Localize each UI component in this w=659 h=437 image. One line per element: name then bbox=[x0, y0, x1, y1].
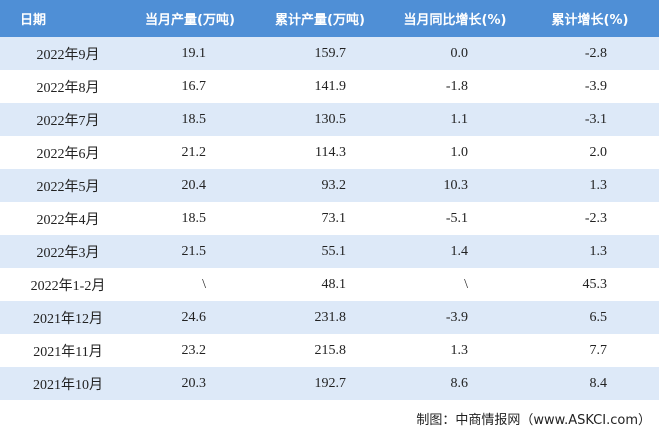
value-cell: -1.8 bbox=[445, 78, 468, 94]
date-cell: 2021年11月 bbox=[33, 344, 103, 360]
value-cell: 114.3 bbox=[315, 144, 346, 160]
value-cell: -3.9 bbox=[445, 309, 468, 325]
value-cell: 48.1 bbox=[321, 276, 347, 292]
table-row: 2022年7月 18.5 130.5 1.1 -3.1 bbox=[0, 103, 659, 136]
value-cell: 159.7 bbox=[314, 45, 347, 61]
table-row: 2021年11月 23.2 215.8 1.3 7.7 bbox=[0, 334, 659, 367]
value-cell: 7.7 bbox=[589, 342, 608, 358]
value-cell: 45.3 bbox=[582, 276, 608, 292]
date-cell: 2022年4月 bbox=[36, 212, 100, 228]
value-cell: 20.3 bbox=[181, 375, 207, 391]
date-cell: 2021年10月 bbox=[33, 377, 103, 393]
value-cell: \ bbox=[202, 276, 206, 292]
table-row: 2022年5月 20.4 93.2 10.3 1.3 bbox=[0, 169, 659, 202]
table-row: 2022年1-2月 \ 48.1 \ 45.3 bbox=[0, 268, 659, 301]
value-cell: -3.9 bbox=[584, 78, 607, 94]
value-cell: 24.6 bbox=[181, 309, 207, 325]
value-cell: 93.2 bbox=[321, 177, 347, 193]
value-cell: 192.7 bbox=[314, 375, 347, 391]
value-cell: 21.2 bbox=[181, 144, 207, 160]
table-row: 2022年3月 21.5 55.1 1.4 1.3 bbox=[0, 235, 659, 268]
header-cell: 累计增长(%) bbox=[551, 13, 629, 28]
value-cell: 1.0 bbox=[450, 144, 469, 160]
value-cell: 1.3 bbox=[589, 177, 608, 193]
value-cell: 21.5 bbox=[181, 243, 207, 259]
header-cell: 当月同比增长(%) bbox=[403, 13, 507, 28]
value-cell: 1.1 bbox=[450, 111, 469, 127]
header-cell: 当月产量(万吨) bbox=[145, 13, 235, 28]
value-cell: 18.5 bbox=[181, 210, 207, 226]
value-cell: 1.4 bbox=[450, 243, 469, 259]
value-cell: 0.0 bbox=[450, 45, 469, 61]
date-cell: 2022年7月 bbox=[36, 113, 100, 129]
value-cell: -3.1 bbox=[584, 111, 607, 127]
table-row: 2022年6月 21.2 114.3 1.0 2.0 bbox=[0, 136, 659, 169]
table-row: 2021年10月 20.3 192.7 8.6 8.4 bbox=[0, 367, 659, 400]
value-cell: 1.3 bbox=[589, 243, 608, 259]
value-cell: 19.1 bbox=[181, 45, 207, 61]
value-cell: 1.3 bbox=[450, 342, 469, 358]
value-cell: 6.5 bbox=[589, 309, 608, 325]
header-cell: 日期 bbox=[20, 13, 47, 28]
footer: 制图：中商情报网（www.ASKCI.com） bbox=[416, 413, 651, 428]
value-cell: 20.4 bbox=[181, 177, 207, 193]
table-row: 2022年8月 16.7 141.9 -1.8 -3.9 bbox=[0, 70, 659, 103]
value-cell: 231.8 bbox=[314, 309, 347, 325]
value-cell: 55.1 bbox=[321, 243, 347, 259]
date-cell: 2021年12月 bbox=[33, 311, 103, 327]
value-cell: 141.9 bbox=[314, 78, 347, 94]
value-cell: 8.6 bbox=[450, 375, 469, 391]
value-cell: -2.8 bbox=[584, 45, 607, 61]
value-cell: 8.4 bbox=[589, 375, 608, 391]
value-cell: 16.7 bbox=[181, 78, 207, 94]
date-cell: 2022年9月 bbox=[36, 47, 100, 63]
value-cell: 10.3 bbox=[443, 177, 469, 193]
value-cell: 18.5 bbox=[181, 111, 207, 127]
value-cell: -2.3 bbox=[584, 210, 607, 226]
header-cell: 累计产量(万吨) bbox=[275, 13, 365, 28]
date-cell: 2022年5月 bbox=[36, 179, 100, 195]
date-cell: 2022年8月 bbox=[36, 80, 100, 96]
header-row: 日期 当月产量(万吨) 累计产量(万吨) 当月同比增长(%) 累计增长(%) bbox=[0, 0, 659, 37]
value-cell: \ bbox=[464, 276, 468, 292]
value-cell: 130.5 bbox=[314, 111, 347, 127]
date-cell: 2022年6月 bbox=[36, 146, 100, 162]
table-row: 2022年4月 18.5 73.1 -5.1 -2.3 bbox=[0, 202, 659, 235]
date-cell: 2022年3月 bbox=[36, 245, 100, 261]
value-cell: -5.1 bbox=[445, 210, 468, 226]
value-cell: 215.8 bbox=[314, 342, 347, 358]
table-row: 2022年9月 19.1 159.7 0.0 -2.8 bbox=[0, 37, 659, 70]
value-cell: 23.2 bbox=[181, 342, 207, 358]
value-cell: 2.0 bbox=[589, 144, 608, 160]
table-row: 2021年12月 24.6 231.8 -3.9 6.5 bbox=[0, 301, 659, 334]
value-cell: 73.1 bbox=[321, 210, 347, 226]
date-cell: 2022年1-2月 bbox=[30, 278, 106, 294]
